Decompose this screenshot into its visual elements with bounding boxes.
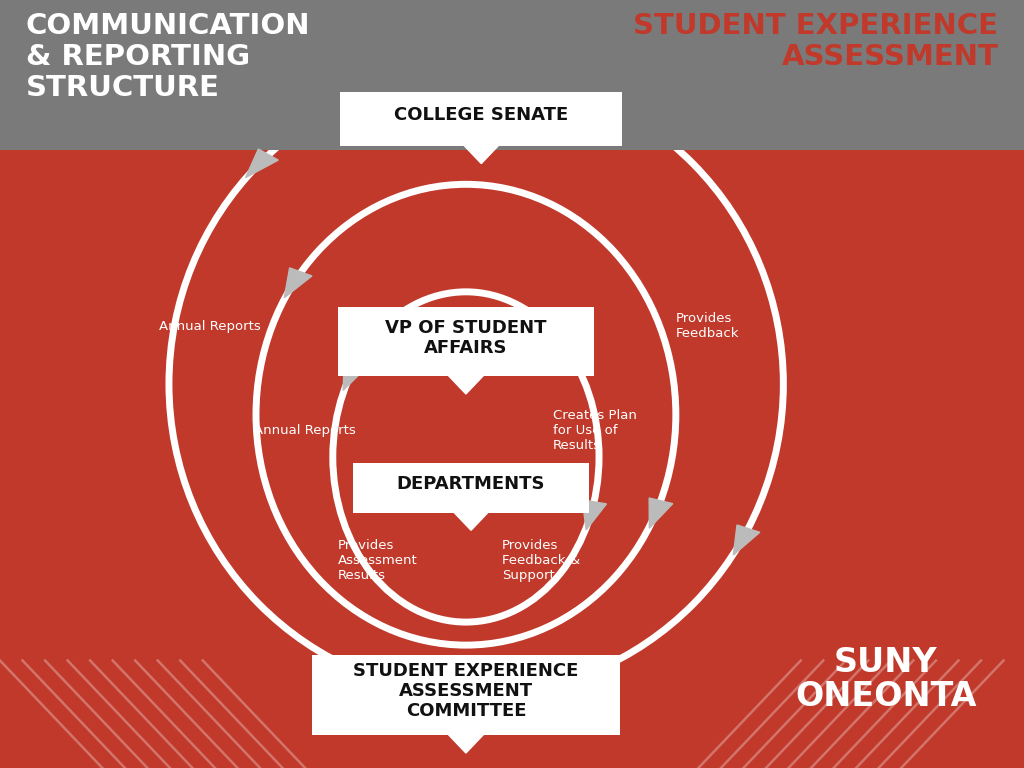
Text: Provides
Feedback: Provides Feedback bbox=[676, 313, 739, 340]
FancyBboxPatch shape bbox=[312, 654, 620, 736]
FancyBboxPatch shape bbox=[353, 462, 589, 513]
Polygon shape bbox=[583, 500, 606, 530]
Text: COLLEGE SENATE: COLLEGE SENATE bbox=[394, 106, 568, 124]
Text: Provides
Assessment
Results: Provides Assessment Results bbox=[338, 539, 418, 582]
Polygon shape bbox=[649, 498, 673, 528]
Polygon shape bbox=[445, 372, 486, 394]
Polygon shape bbox=[285, 268, 312, 298]
FancyBboxPatch shape bbox=[338, 307, 594, 376]
Text: STUDENT EXPERIENCE
ASSESSMENT
COMMITTEE: STUDENT EXPERIENCE ASSESSMENT COMMITTEE bbox=[353, 662, 579, 720]
Text: COMMUNICATION
& REPORTING
STRUCTURE: COMMUNICATION & REPORTING STRUCTURE bbox=[26, 12, 310, 102]
Text: Creates Plan
for Use of
Results: Creates Plan for Use of Results bbox=[553, 409, 637, 452]
Polygon shape bbox=[343, 360, 368, 390]
Text: SUNY
ONEONTA: SUNY ONEONTA bbox=[795, 646, 977, 713]
Text: Annual Reports: Annual Reports bbox=[159, 320, 260, 333]
Text: DEPARTMENTS: DEPARTMENTS bbox=[396, 475, 546, 493]
Text: STUDENT EXPERIENCE
ASSESSMENT: STUDENT EXPERIENCE ASSESSMENT bbox=[634, 12, 998, 71]
Polygon shape bbox=[445, 731, 486, 753]
Polygon shape bbox=[461, 142, 502, 164]
Polygon shape bbox=[451, 509, 492, 531]
Polygon shape bbox=[733, 525, 760, 555]
Text: Provides
Feedback &
Support: Provides Feedback & Support bbox=[502, 539, 580, 582]
FancyBboxPatch shape bbox=[0, 150, 1024, 768]
FancyBboxPatch shape bbox=[0, 0, 1024, 150]
Text: VP OF STUDENT
AFFAIRS: VP OF STUDENT AFFAIRS bbox=[385, 319, 547, 357]
Text: Annual Reports: Annual Reports bbox=[254, 424, 355, 436]
FancyBboxPatch shape bbox=[340, 92, 622, 146]
Polygon shape bbox=[246, 149, 279, 177]
